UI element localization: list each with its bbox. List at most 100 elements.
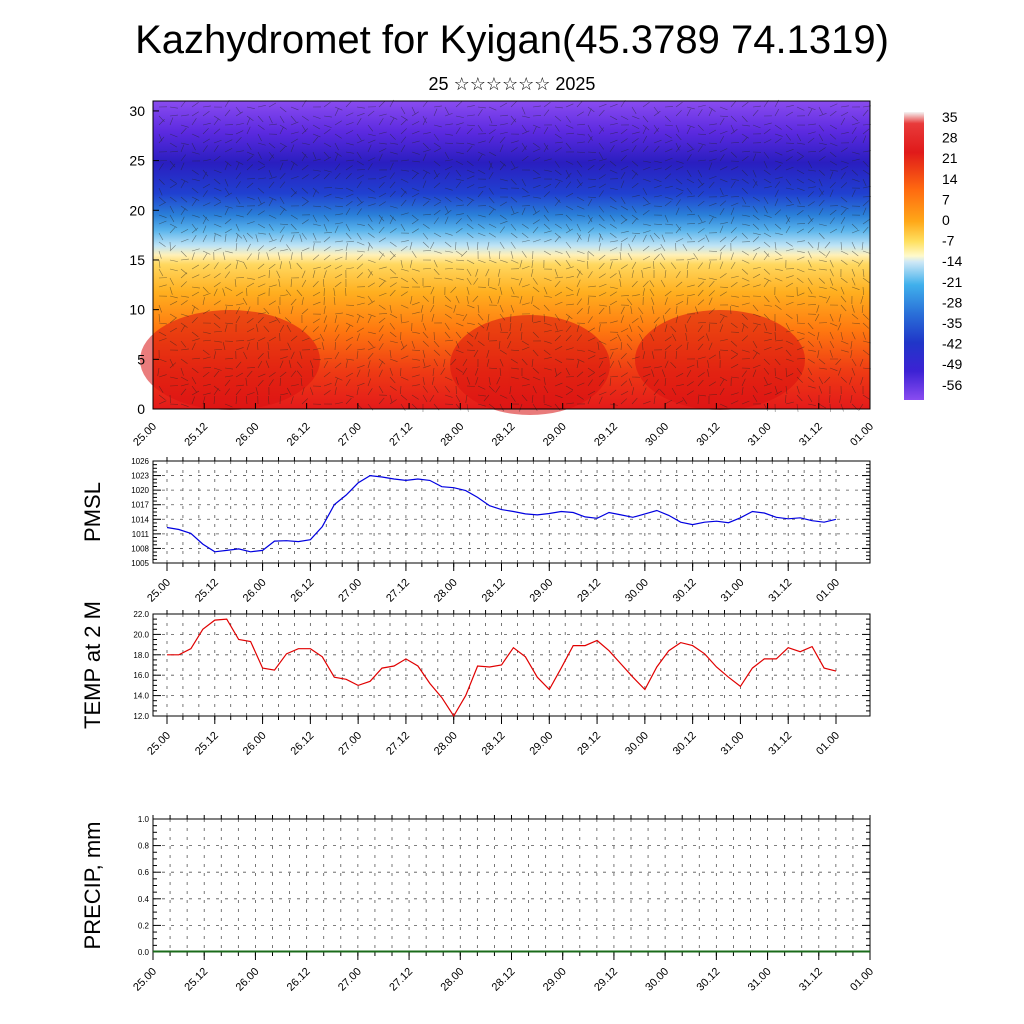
precip-panel-xtick-label: 30.12	[695, 966, 723, 994]
precip-panel-ytick-label: 0.6	[138, 868, 150, 877]
precip-panel-xtick-label: 30.00	[643, 966, 671, 994]
temp-panel-xtick-label: 30.00	[623, 730, 651, 758]
temp-panel-ytick-label: 12.0	[133, 712, 149, 721]
temp-panel-xtick-label: 31.00	[719, 730, 747, 758]
temp-panel-xtick-label: 30.12	[671, 730, 699, 758]
pmsl-panel-xtick-label: 29.12	[575, 577, 603, 605]
colorbar-label: 28	[942, 130, 958, 146]
wind-vectors	[157, 99, 872, 413]
heatmap-xtick-label: 31.12	[797, 421, 825, 449]
heatmap-xtick-label: 26.12	[285, 421, 313, 449]
pmsl-panel-xtick-label: 26.00	[241, 577, 269, 605]
heatmap-xtick-label: 27.12	[387, 421, 415, 449]
precip-panel-xtick-label: 26.00	[234, 966, 262, 994]
pmsl-panel-xtick-label: 27.12	[384, 577, 412, 605]
precip-panel-ytick-label: 0.4	[138, 895, 150, 904]
pmsl-panel-xtick-label: 31.00	[719, 577, 747, 605]
precip-panel-xtick-label: 26.12	[285, 966, 313, 994]
heatmap-xtick-label: 26.00	[234, 421, 262, 449]
pmsl-panel-xtick-label: 28.00	[432, 577, 460, 605]
colorbar-label: -42	[942, 336, 962, 352]
temp-panel-xtick-label: 29.12	[575, 730, 603, 758]
temp-panel-xtick-label: 25.12	[193, 730, 221, 758]
pmsl-panel-xtick-label: 28.12	[480, 577, 508, 605]
heatmap-xtick-label: 27.00	[336, 421, 364, 449]
heatmap-xtick-label: 25.00	[131, 421, 159, 449]
temp-panel-xtick-label: 28.12	[480, 730, 508, 758]
precip-panel-xtick-label: 27.12	[387, 966, 415, 994]
heatmap-xtick-label: 30.00	[643, 421, 671, 449]
temp-panel-xtick-label: 31.12	[766, 730, 794, 758]
precip-panel-xtick-label: 25.00	[131, 966, 159, 994]
heatmap-xtick-label: 29.12	[592, 421, 620, 449]
temp-panel: 12.0 14.0 16.0 18.0 20.0 22.0 25.00 25.12 26.00 2…	[80, 601, 871, 758]
colorbar-label: 0	[942, 212, 950, 228]
temp-panel-series-line	[167, 618, 837, 718]
pmsl-panel-xtick-label: 30.12	[671, 577, 699, 605]
pmsl-panel-ytick-label: 1011	[132, 530, 150, 539]
pmsl-panel-ytick-label: 1008	[131, 544, 149, 553]
pmsl-panel-ytick-label: 1023	[131, 472, 149, 481]
pmsl-panel-series-line	[166, 474, 837, 553]
temp-panel-ytick-label: 16.0	[133, 671, 149, 680]
temp-panel-ytick-label: 14.0	[133, 692, 149, 701]
colorbar	[904, 112, 924, 400]
precip-panel-xtick-label: 28.12	[490, 966, 518, 994]
heatmap-xtick-label: 30.12	[695, 421, 723, 449]
colorbar-label: -49	[942, 356, 962, 372]
pmsl-panel-xtick-label: 30.00	[623, 577, 651, 605]
warm-lobe-0	[140, 310, 320, 410]
heatmap-ytick-label: 25	[129, 153, 145, 169]
temp-panel-xtick-label: 26.12	[289, 730, 317, 758]
precip-panel-xtick-label: 25.12	[182, 966, 210, 994]
heatmap-ytick-label: 30	[129, 103, 145, 119]
heatmap-ytick-label: 0	[137, 401, 145, 417]
pmsl-panel-ytick-label: 1017	[131, 501, 149, 510]
pmsl-panel-xtick-label: 25.00	[145, 577, 173, 605]
temp-panel-xtick-label: 01.00	[814, 730, 842, 758]
precip-panel-xtick-label: 31.00	[746, 966, 774, 994]
heatmap-xtick-label: 28.12	[490, 421, 518, 449]
precip-panel: 0.0 0.2 0.4 0.6 0.8 1.0 25.00 25.12 26.00 26.12 27…	[80, 815, 876, 994]
temp-panel-ytick-label: 22.0	[133, 610, 149, 619]
chart-title: Kazhydromet for Kyigan(45.3789 74.1319)	[135, 18, 889, 62]
heatmap-ytick-label: 15	[129, 252, 145, 268]
precip-panel-xtick-label: 29.12	[592, 966, 620, 994]
heatmap-ytick-label: 10	[129, 302, 145, 318]
heatmap-xtick-label: 31.00	[746, 421, 774, 449]
colorbar-label: 7	[942, 191, 950, 207]
colorbar-label: -56	[942, 377, 962, 393]
heatmap-panel: 0 5 10 15 20 25 30 25.00 25.12 26.00 26.12 27.00 27.…	[129, 99, 962, 449]
pmsl-panel-frame	[152, 460, 871, 564]
pmsl-panel-xtick-label: 25.12	[193, 577, 221, 605]
pmsl-panel-xtick-label: 27.00	[336, 577, 364, 605]
colorbar-label: -14	[942, 253, 962, 269]
pmsl-panel-xtick-label: 26.12	[289, 577, 317, 605]
precip-panel-xtick-label: 31.12	[797, 966, 825, 994]
pmsl-panel-ytick-label: 1020	[131, 486, 149, 495]
precip-panel-ylabel: PRECIP, mm	[80, 822, 105, 950]
temp-panel-xtick-label: 25.00	[145, 730, 173, 758]
pmsl-panel-ytick-label: 1014	[131, 515, 149, 524]
chart-subtitle: 25 ☆☆☆☆☆☆ 2025	[428, 74, 596, 94]
pmsl-panel-ytick-label: 1026	[131, 457, 149, 466]
pmsl-panel-xtick-label: 29.00	[527, 577, 555, 605]
warm-lobe-1	[450, 315, 610, 415]
heatmap-xtick-label: 29.00	[541, 421, 569, 449]
precip-panel-xtick-label: 29.00	[541, 966, 569, 994]
temp-panel-xtick-label: 28.00	[432, 730, 460, 758]
temp-panel-ytick-label: 18.0	[133, 651, 149, 660]
pmsl-panel-ytick-label: 1005	[131, 559, 149, 568]
heatmap-xtick-label: 28.00	[438, 421, 466, 449]
precip-panel-grid	[152, 818, 871, 953]
heatmap-xtick-label: 01.00	[848, 421, 876, 449]
temp-panel-ylabel: TEMP at 2 M	[80, 601, 105, 729]
temp-panel-xtick-label: 27.12	[384, 730, 412, 758]
colorbar-label: 14	[942, 171, 958, 187]
precip-panel-xtick-label: 27.00	[336, 966, 364, 994]
heatmap-ytick-label: 5	[137, 351, 145, 367]
precip-panel-ytick-label: 0.8	[138, 842, 150, 851]
pmsl-panel-xtick-label: 01.00	[814, 577, 842, 605]
colorbar-label: 21	[942, 150, 958, 166]
precip-panel-ytick-label: 0.2	[138, 921, 150, 930]
